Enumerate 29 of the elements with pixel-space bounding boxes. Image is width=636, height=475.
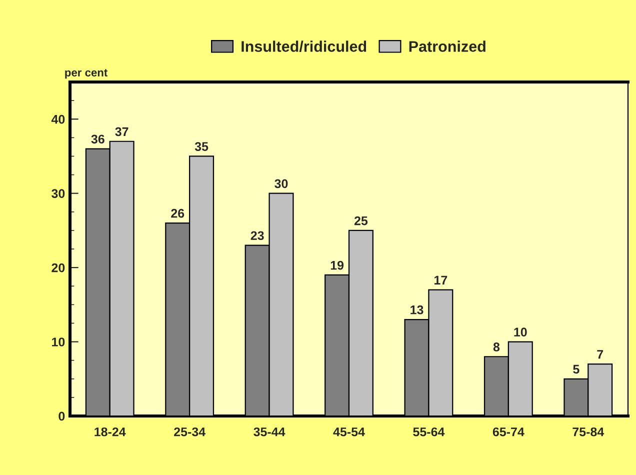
data-label: 13 bbox=[410, 305, 424, 314]
y-tick-label: 30 bbox=[52, 189, 65, 198]
x-tick-label: 18-24 bbox=[94, 427, 126, 436]
x-tick-label: 45-54 bbox=[333, 428, 365, 436]
x-tick-label: 25-34 bbox=[174, 427, 206, 436]
x-tick-label: 65-74 bbox=[492, 427, 524, 436]
x-tick-label: 75-84 bbox=[572, 427, 604, 436]
data-label: 5 bbox=[573, 364, 580, 374]
y-tick-label: 0 bbox=[58, 412, 65, 421]
legend-label: Patronized bbox=[409, 40, 486, 52]
data-label: 10 bbox=[514, 328, 527, 337]
data-label: 26 bbox=[171, 208, 184, 218]
data-label: 37 bbox=[115, 127, 128, 136]
x-tick-label: 55-64 bbox=[413, 427, 445, 436]
y-axis-title: per cent bbox=[65, 69, 108, 79]
data-label: 8 bbox=[493, 342, 500, 352]
data-label: 36 bbox=[91, 134, 104, 144]
data-label: 7 bbox=[597, 350, 604, 359]
y-tick-label: 40 bbox=[51, 114, 65, 124]
data-label: 25 bbox=[354, 216, 368, 226]
data-label: 17 bbox=[434, 276, 448, 284]
legend-label: Insulted/ridiculed bbox=[242, 40, 366, 52]
data-label: 30 bbox=[274, 179, 288, 188]
y-tick-label: 20 bbox=[52, 263, 65, 272]
data-label: 23 bbox=[250, 231, 264, 240]
y-tick-label: 10 bbox=[52, 338, 65, 346]
x-tick-label: 35-44 bbox=[254, 427, 286, 436]
data-label: 35 bbox=[194, 142, 208, 151]
data-label: 19 bbox=[330, 260, 344, 270]
